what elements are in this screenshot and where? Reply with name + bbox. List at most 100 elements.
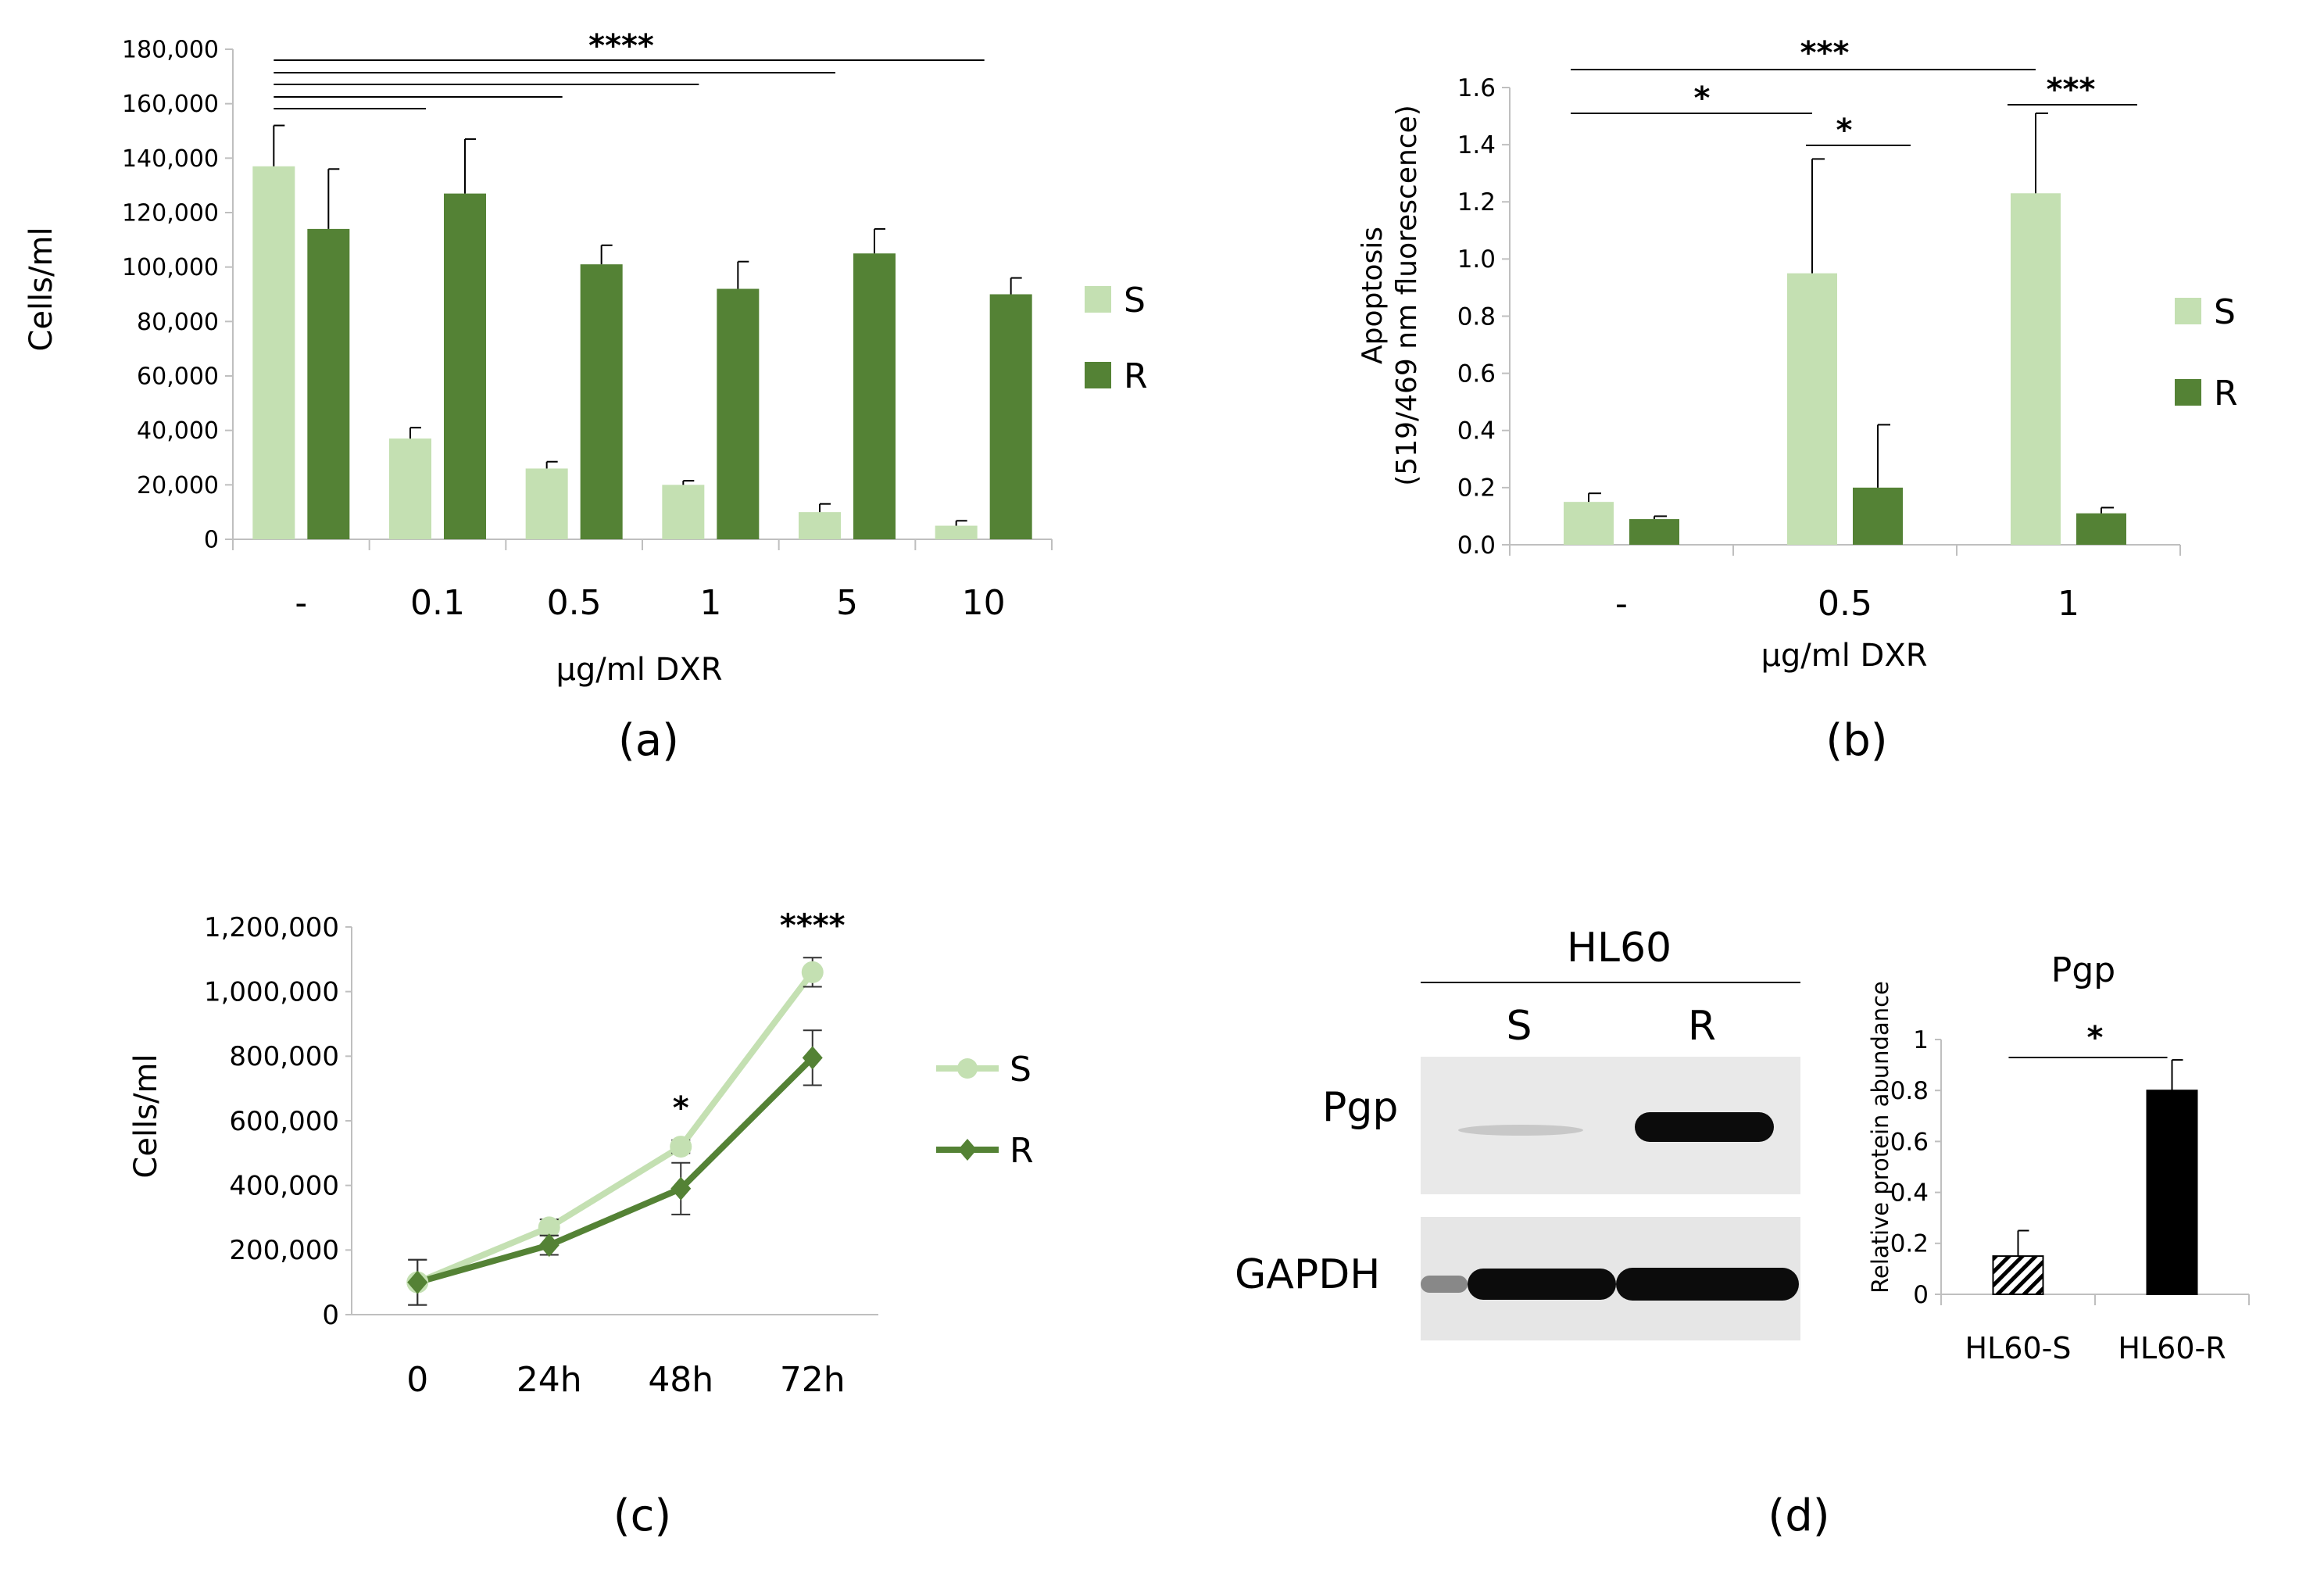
blot-row-label-pgp: Pgp — [1322, 1084, 1398, 1131]
panel-a-bar-r — [580, 264, 623, 539]
panel-d-y-tick-label: 0.4 — [1890, 1179, 1929, 1207]
panel-d-x-tick-label: HL60-S — [1965, 1331, 2072, 1365]
panel-c-y-tick-label: 0 — [322, 1300, 339, 1331]
panel-a-x-tick-label: 0.5 — [547, 583, 602, 623]
panel-b-bar-chart: 0.00.20.40.60.81.01.21.41.6- 0.5 1 *******… — [1357, 35, 2238, 766]
blot-row-label-gapdh: GAPDH — [1235, 1251, 1380, 1298]
panel-c-x-tick-label: 0 — [406, 1360, 428, 1400]
panel-d-x-tick-label: HL60-R — [2118, 1331, 2226, 1365]
panel-c-letter: (c) — [613, 1490, 671, 1541]
panel-d-bar-hl60-r — [2146, 1090, 2198, 1295]
panel-c-y-axis-label: Cells/ml — [128, 1054, 164, 1178]
panel-b-y-tick-label: 0.2 — [1457, 474, 1496, 503]
panel-b-x-tick-label: - — [1615, 584, 1628, 624]
panel-a-bar-r — [853, 253, 896, 539]
panel-b-legend-swatch-s — [2175, 298, 2201, 324]
panel-c-legend-label-s: S — [1010, 1050, 1031, 1090]
panel-b-bar-s — [1564, 502, 1614, 545]
panel-a-bar-s — [662, 485, 705, 539]
panel-c-point-s — [538, 1216, 560, 1239]
panel-c-y-tick-label: 400,000 — [229, 1171, 339, 1202]
panel-c-legend-label-r: R — [1010, 1131, 1034, 1171]
panel-c-y-tick-label: 1,000,000 — [204, 977, 339, 1008]
panel-c-point-r — [670, 1176, 692, 1201]
panel-c-series-line-s — [416, 970, 815, 1286]
panel-a-legend-label-r: R — [1124, 356, 1148, 396]
panel-b-significance-label: * — [1836, 113, 1853, 149]
panel-c-x-tick-label: 24h — [517, 1360, 582, 1400]
panel-c-point-s — [670, 1136, 692, 1158]
panel-a-y-tick-label: 160,000 — [122, 91, 219, 118]
panel-d-letter: (d) — [1768, 1490, 1829, 1541]
blot-lane-label-s: S — [1506, 1003, 1532, 1050]
panel-a-bar-r — [989, 294, 1032, 539]
panel-b-y-tick-label: 0.8 — [1457, 302, 1496, 331]
panel-c-significance-label: **** — [780, 907, 846, 943]
panel-a-y-tick-label: 80,000 — [137, 309, 219, 336]
panel-b-y-tick-label: 0.4 — [1457, 417, 1496, 446]
panel-b-significance-label: * — [1694, 81, 1711, 116]
panel-c-point-r — [538, 1233, 560, 1258]
panel-a-bar-r — [444, 193, 486, 539]
panel-a-legend-label-s: S — [1124, 281, 1146, 320]
blot-pgp-band-r — [1635, 1112, 1774, 1142]
panel-a-bar-s — [389, 438, 431, 539]
panel-c-y-tick-label: 1,200,000 — [204, 912, 339, 943]
panel-a-bar-s — [525, 468, 568, 539]
panel-b-x-tick-label: 0.5 — [1818, 584, 1872, 624]
panel-c-x-tick-label: 72h — [780, 1360, 846, 1400]
panel-a-legend-swatch-s — [1085, 286, 1111, 313]
blot-lane-label-r: R — [1688, 1003, 1716, 1050]
panel-b-legend-label-s: S — [2214, 292, 2236, 332]
panel-b-significance-label: *** — [1800, 35, 1850, 71]
panel-d-significance-label: * — [2087, 1020, 2104, 1056]
panel-d-y-axis-label: Relative protein abundance — [1867, 981, 1893, 1294]
panel-c-y-tick-label: 800,000 — [229, 1041, 339, 1072]
panel-b-y-axis-label-line1: Apoptosis — [1357, 227, 1389, 364]
panel-d-bar-hl60-s — [1992, 1255, 2044, 1295]
panel-a-y-tick-label: 40,000 — [137, 417, 219, 445]
panel-d-y-tick-label: 0.8 — [1890, 1077, 1929, 1105]
panel-a-x-tick-label: - — [295, 583, 307, 623]
panel-c-legend-marker-s — [957, 1058, 978, 1079]
panel-b-bar-r — [2076, 513, 2126, 545]
blot-gapdh-band-s — [1468, 1269, 1616, 1300]
panel-d-y-tick-label: 0.2 — [1890, 1230, 1929, 1258]
panel-a-y-tick-label: 180,000 — [122, 37, 219, 64]
panel-b-bar-s — [2011, 193, 2061, 545]
panel-c-legend-marker-r — [958, 1139, 977, 1161]
panel-a-bar-s — [799, 512, 841, 539]
panel-c-y-tick-label: 200,000 — [229, 1235, 339, 1266]
panel-b-y-axis-label-line2: (519/469 nm fluorescence) — [1391, 105, 1423, 486]
panel-a-y-tick-label: 140,000 — [122, 145, 219, 173]
panel-a-x-axis-label: µg/ml DXR — [556, 652, 722, 688]
panel-b-y-tick-label: 1.2 — [1457, 188, 1496, 217]
panel-b-x-axis-label: µg/ml DXR — [1761, 638, 1927, 674]
panel-b-y-tick-label: 0.0 — [1457, 531, 1496, 560]
panel-a-bar-s — [252, 166, 295, 540]
panel-b-letter: (b) — [1825, 715, 1887, 766]
panel-a-y-tick-label: 60,000 — [137, 363, 219, 391]
panel-b-y-tick-label: 1.4 — [1457, 131, 1496, 159]
panel-c-series-line-r — [417, 1055, 815, 1286]
panel-a-legend-swatch-r — [1085, 362, 1111, 388]
panel-a-x-tick-label: 1 — [699, 583, 721, 623]
panel-d-y-tick-label: 0.6 — [1890, 1128, 1929, 1156]
panel-a-y-axis-label: Cells/ml — [23, 227, 59, 351]
panel-a-y-tick-label: 120,000 — [122, 200, 219, 227]
panel-b-bar-r — [1853, 487, 1903, 545]
panel-b-y-tick-label: 0.6 — [1457, 360, 1496, 388]
panel-a-bar-s — [935, 525, 978, 539]
panel-c-point-s — [801, 961, 824, 983]
panel-a-x-tick-label: 0.1 — [410, 583, 465, 623]
panel-a-y-tick-label: 20,000 — [137, 472, 219, 499]
panel-a-y-tick-label: 100,000 — [122, 254, 219, 281]
panel-d-y-tick-label: 1 — [1913, 1026, 1929, 1054]
blot-cell-line-label: HL60 — [1567, 925, 1671, 972]
blot-gapdh-smear — [1421, 1276, 1468, 1293]
panel-b-legend-swatch-r — [2175, 379, 2201, 406]
panel-b-legend-label-r: R — [2214, 374, 2238, 413]
panel-b-x-tick-label: 1 — [2058, 584, 2079, 624]
panel-a-letter: (a) — [618, 715, 679, 766]
